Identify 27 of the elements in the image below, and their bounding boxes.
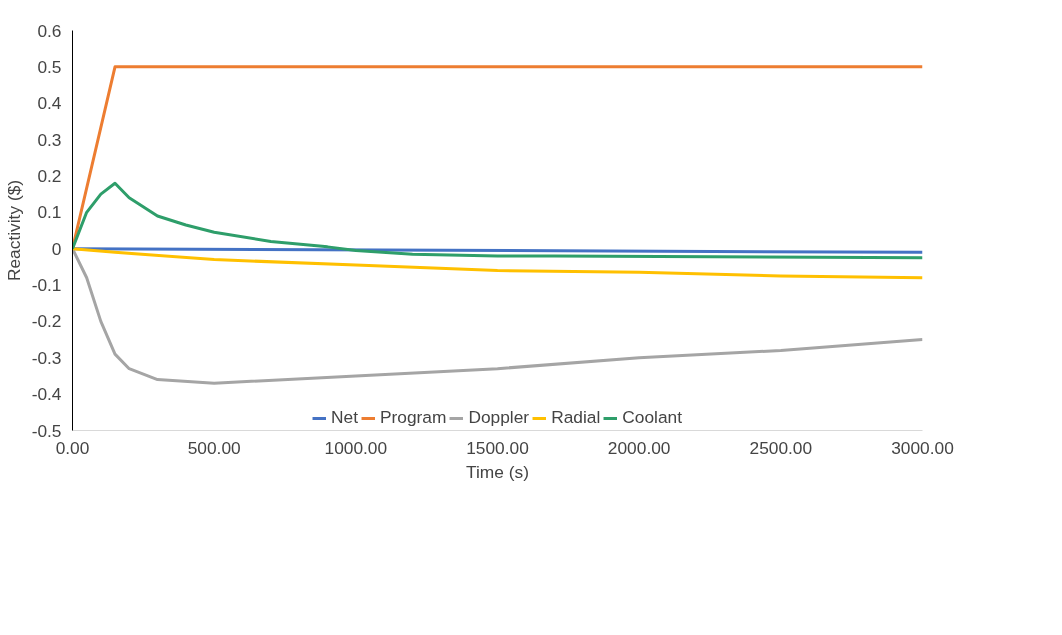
line-series	[72, 247, 923, 385]
x-tick-label: 1000.00	[324, 437, 388, 458]
legend-label: Doppler	[468, 407, 530, 428]
x-tick-label: 500.00	[187, 437, 241, 458]
x-tick-label: 1500.00	[466, 437, 529, 458]
legend-label: Program	[379, 407, 447, 428]
y-tick-label: -0.1	[31, 275, 62, 296]
legend-label: Net	[331, 407, 358, 428]
y-tick-label: 0.3	[37, 129, 62, 150]
x-tick-label: 3000.00	[891, 437, 954, 458]
y-tick-label: 0.6	[37, 20, 62, 41]
x-axis-title: Time (s)	[466, 461, 529, 482]
y-tick-label: -0.3	[31, 347, 62, 368]
y-tick-label: 0.5	[37, 56, 62, 77]
x-tick-label: 2500.00	[749, 437, 813, 458]
line-series	[72, 247, 923, 280]
legend-label: Radial	[551, 407, 601, 428]
y-tick-label: -0.4	[31, 384, 62, 405]
y-tick-label: 0.4	[37, 93, 62, 114]
legend-label: Coolant	[622, 407, 682, 428]
line-series	[72, 181, 923, 260]
y-axis-title: Reactivity ($)	[3, 179, 24, 282]
y-tick-label: -0.2	[31, 311, 62, 332]
x-tick-label: 2000.00	[607, 437, 671, 458]
y-tick-label: 0.1	[37, 202, 62, 223]
y-tick-label: 0	[51, 238, 62, 259]
y-tick-label: 0.2	[37, 165, 62, 186]
